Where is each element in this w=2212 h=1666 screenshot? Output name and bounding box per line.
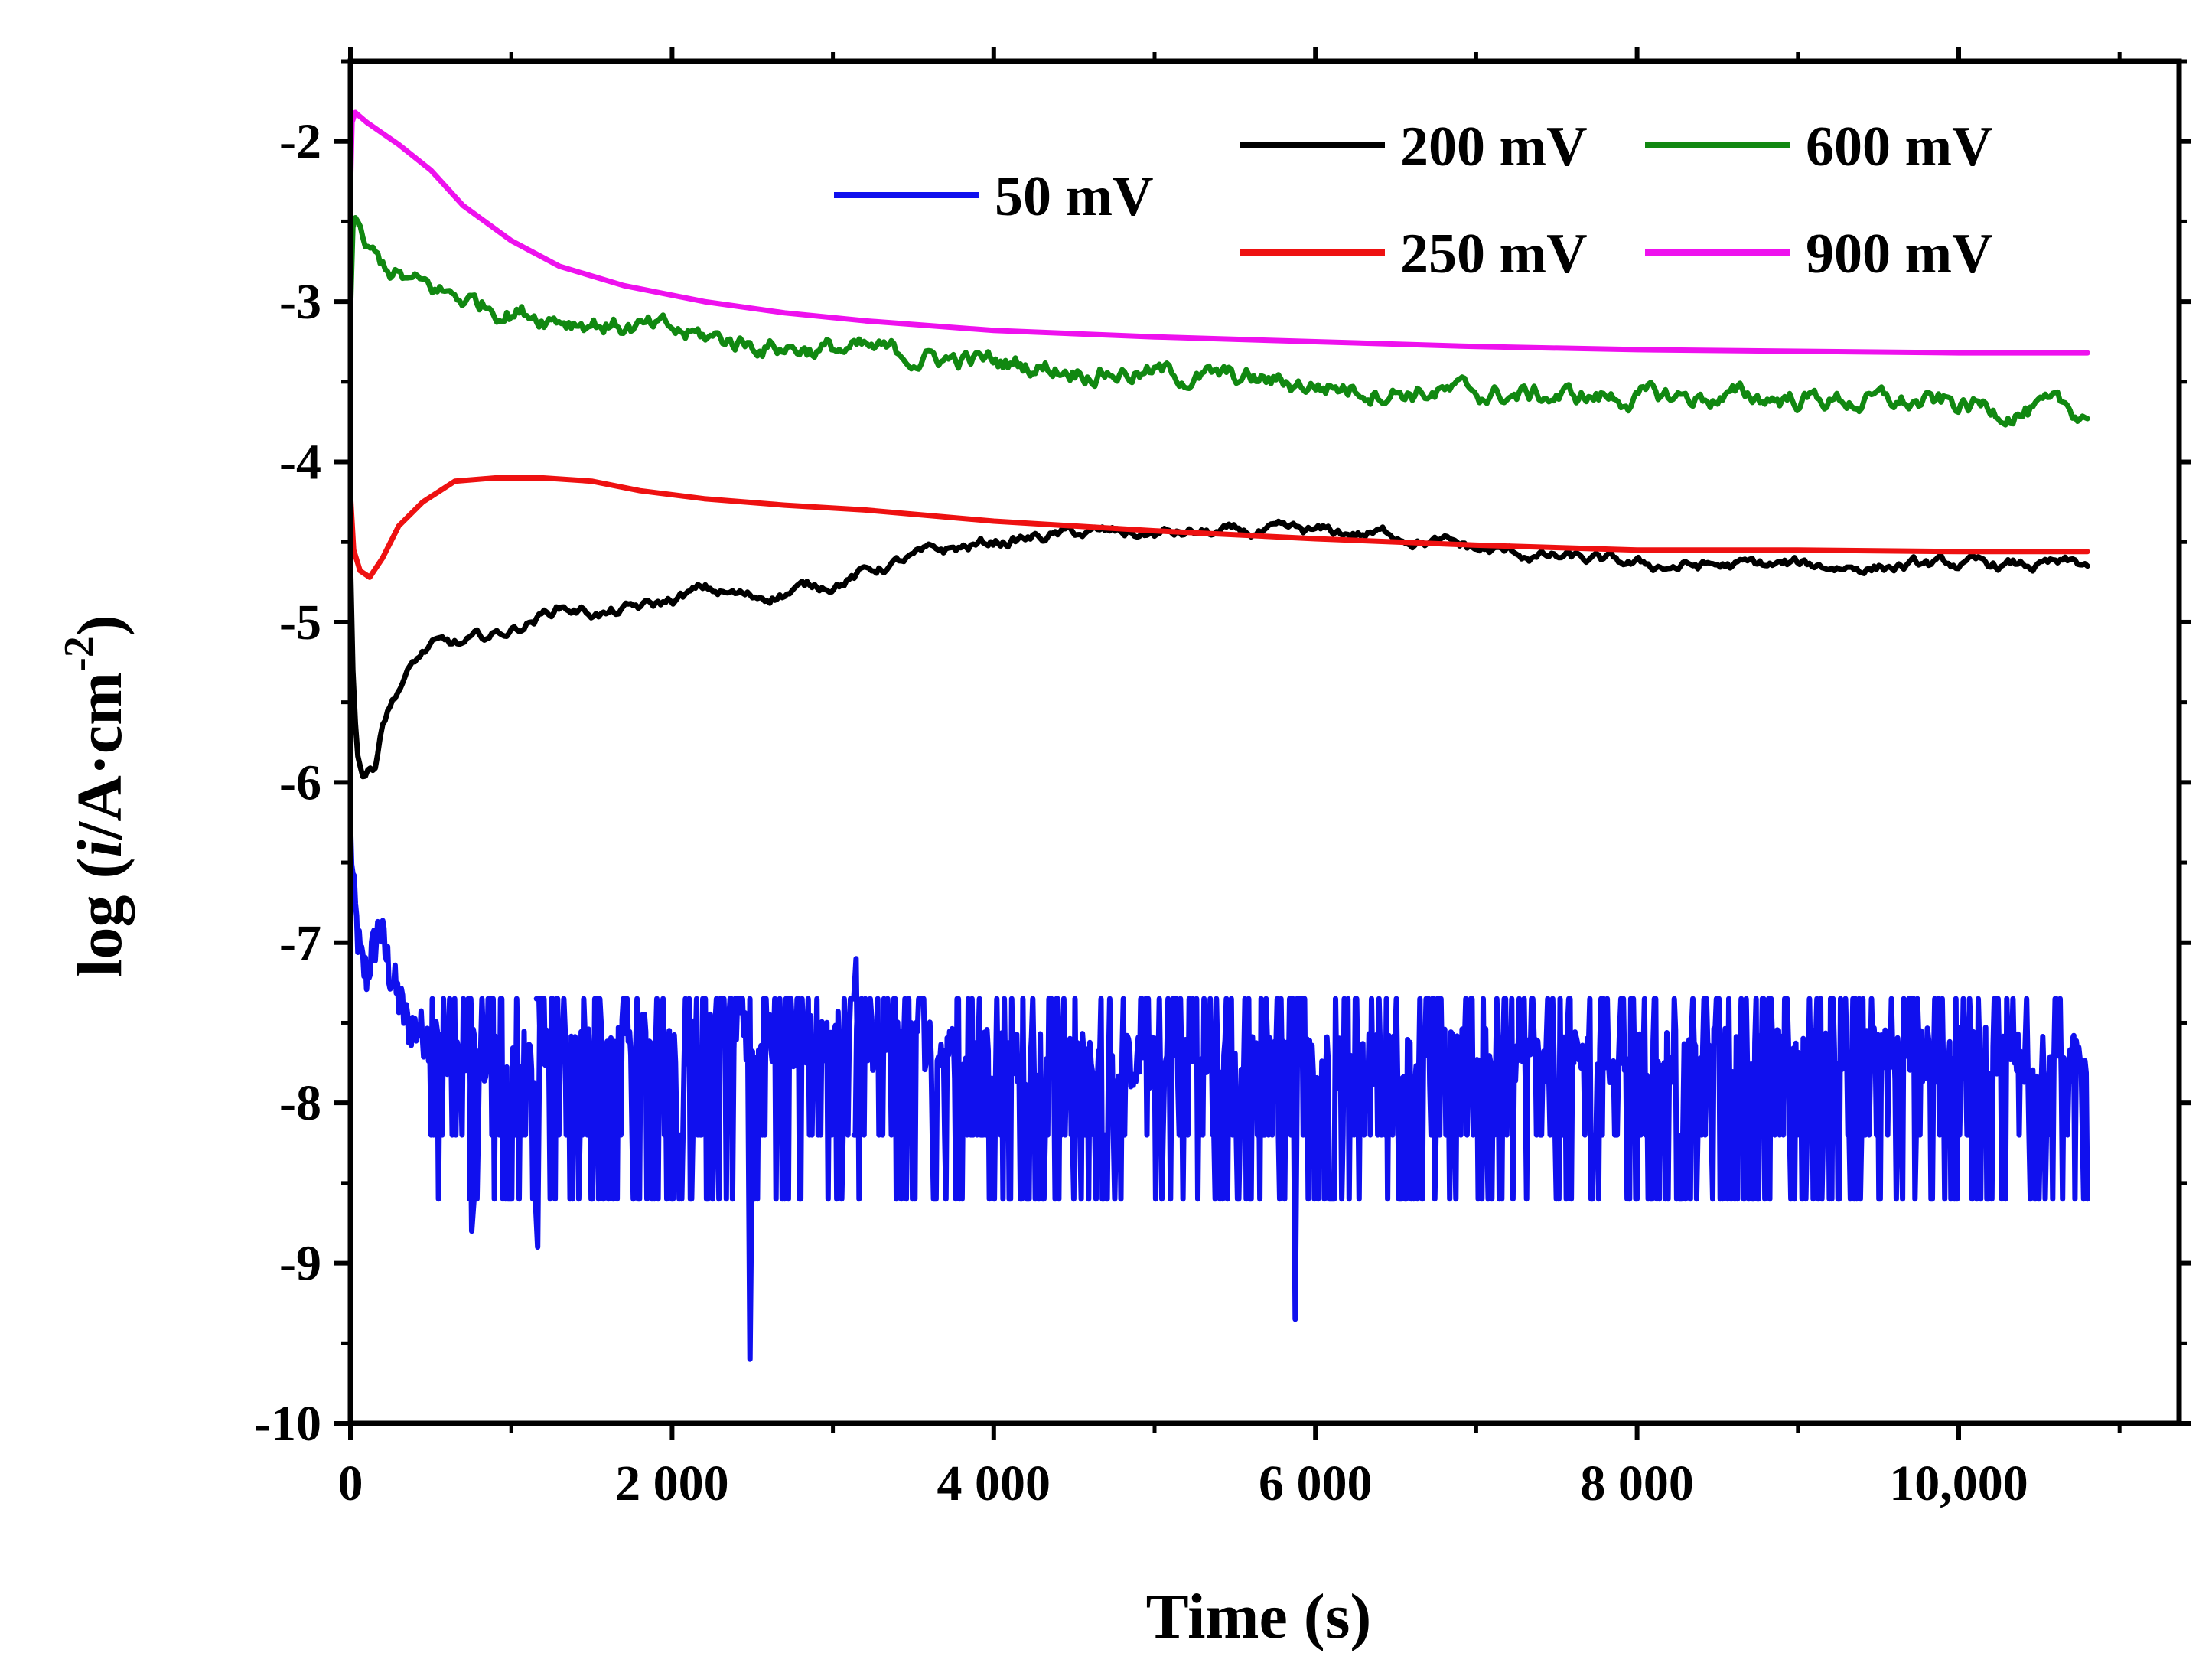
series-line-900-mv xyxy=(350,109,2090,356)
plot-border xyxy=(347,58,2182,1426)
plot-frame xyxy=(347,58,2182,1426)
y-tick-label: -2 xyxy=(279,114,321,170)
y-axis-title: log (i/A·cm-2) xyxy=(56,615,135,977)
series-line-50-mv xyxy=(350,820,2090,1362)
legend-label: 250 mV xyxy=(1400,223,1588,285)
y-axis-title-part-1: log ( xyxy=(64,857,135,976)
y-axis-title-part-3: /A·cm xyxy=(64,672,135,840)
y-axis-title-part-5: ) xyxy=(64,615,135,636)
axis-ticks: 0 2 000 4 000 6 000 8 000 10,000 -2 -3 -4 -5 -6 -7 -… xyxy=(254,47,2191,1511)
y-tick-label: -8 xyxy=(279,1075,321,1131)
x-tick-label: 10,000 xyxy=(1889,1456,2028,1511)
y-tick-label: -4 xyxy=(279,435,321,491)
y-tick-label: -5 xyxy=(279,595,321,650)
series-line-250-mv xyxy=(350,475,2090,580)
legend-label: 900 mV xyxy=(1806,223,1993,285)
x-tick-label: 8 000 xyxy=(1580,1456,1694,1511)
y-tick-label: -6 xyxy=(279,755,321,810)
y-tick-label: -10 xyxy=(254,1396,321,1452)
x-axis-title: Time (s) xyxy=(1146,1581,1372,1652)
legend-label: 50 mV xyxy=(995,165,1154,228)
x-tick-label: 0 xyxy=(338,1456,363,1511)
y-axis-title-part-2: i xyxy=(64,840,135,857)
y-axis-title-superscript: -2 xyxy=(56,636,103,672)
legend-label: 200 mV xyxy=(1400,116,1588,178)
x-tick-label: 4 000 xyxy=(937,1456,1051,1511)
y-tick-label: -3 xyxy=(279,274,321,330)
y-tick-label: -7 xyxy=(279,915,321,971)
y-tick-label: -9 xyxy=(279,1236,321,1292)
x-tick-label: 2 000 xyxy=(615,1456,729,1511)
legend-label: 600 mV xyxy=(1806,116,1993,178)
series-layer xyxy=(350,109,2090,1362)
legend: 50 mV 200 mV 250 mV 600 mV 900 mV xyxy=(834,116,1993,285)
x-tick-label: 6 000 xyxy=(1259,1456,1373,1511)
series-line-600-mv xyxy=(350,215,2090,428)
